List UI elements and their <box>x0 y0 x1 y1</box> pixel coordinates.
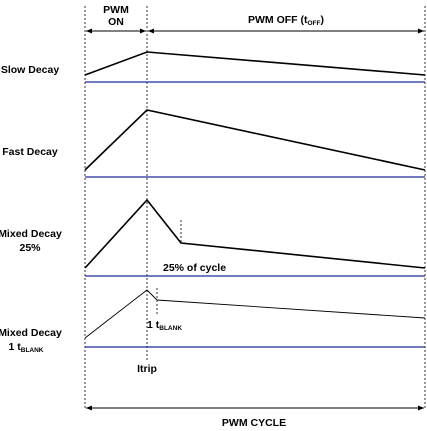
mixed-decay-blank-annotation: 1 tBLANK <box>147 319 182 332</box>
pwm-on-label-line1: PWM <box>103 4 129 16</box>
mixed-decay-25-label-line1: Mixed Decay <box>0 228 62 240</box>
pwm-cycle-arrow <box>86 405 424 411</box>
mixed-decay-25-waveform <box>84 198 426 269</box>
itrip-label: Itrip <box>137 363 157 375</box>
fast-decay-label: Fast Decay <box>2 146 58 158</box>
fast-decay-waveform <box>84 109 426 171</box>
slow-decay-waveform <box>84 51 426 76</box>
pwm-off-arrow <box>148 28 424 34</box>
mixed-decay-blank-waveform <box>84 289 426 339</box>
pwm-on-arrow <box>86 28 146 34</box>
pwm-on-label-line2: ON <box>108 16 124 28</box>
mixed-decay-25-annotation: 25% of cycle <box>163 262 226 274</box>
slow-decay-label: Slow Decay <box>1 64 60 76</box>
mixed-decay-blank-label-line1: Mixed Decay <box>0 327 62 339</box>
pwm-off-label: PWM OFF (tOFF) <box>248 14 324 27</box>
mixed-decay-25-label-line2: 25% <box>19 242 41 254</box>
mixed-decay-blank-label-line2: 1 tBLANK <box>8 341 43 354</box>
pwm-cycle-label: PWM CYCLE <box>222 417 286 429</box>
